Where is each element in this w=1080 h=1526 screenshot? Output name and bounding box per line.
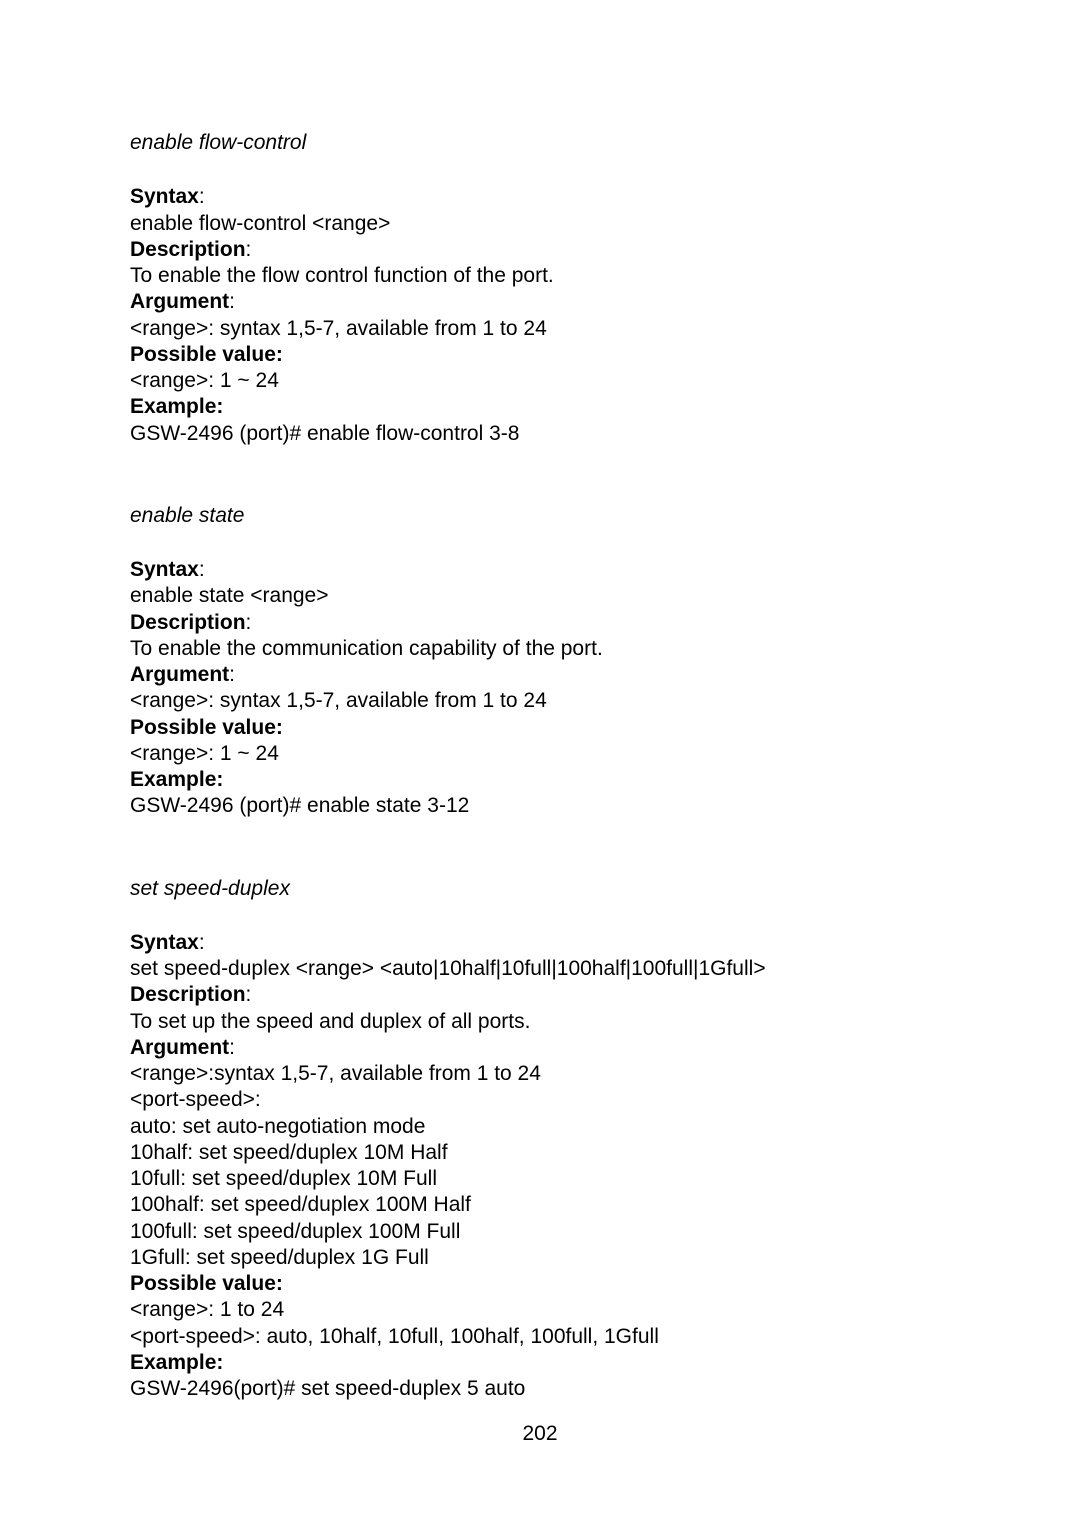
syntax-label: Syntax xyxy=(130,931,199,954)
example-line: GSW-2496 (port)# enable state 3-12 xyxy=(130,794,469,817)
example-label: Example: xyxy=(130,1351,223,1374)
possible-label: Possible value: xyxy=(130,343,283,366)
argument-line: <range>:syntax 1,5-7, available from 1 t… xyxy=(130,1062,541,1085)
description-text: To enable the flow control function of t… xyxy=(130,264,554,287)
colon: : xyxy=(199,185,205,208)
colon: : xyxy=(246,238,252,261)
description-label: Description xyxy=(130,611,246,634)
section-body: Syntax: set speed-duplex <range> <auto|1… xyxy=(130,930,950,1403)
description-text: To enable the communication capability o… xyxy=(130,637,603,660)
colon: : xyxy=(199,931,205,954)
argument-line: <range>: syntax 1,5-7, available from 1 … xyxy=(130,689,547,712)
possible-line: <range>: 1 to 24 xyxy=(130,1298,284,1321)
possible-label: Possible value: xyxy=(130,716,283,739)
description-label: Description xyxy=(130,238,246,261)
page-content: enable flow-control Syntax: enable flow-… xyxy=(0,0,1080,1402)
argument-line: 100half: set speed/duplex 100M Half xyxy=(130,1193,471,1216)
possible-label: Possible value: xyxy=(130,1272,283,1295)
section-title: set speed-duplex xyxy=(130,876,950,902)
argument-line: 10half: set speed/duplex 10M Half xyxy=(130,1141,448,1164)
syntax-text: enable state <range> xyxy=(130,584,329,607)
example-line: GSW-2496(port)# set speed-duplex 5 auto xyxy=(130,1377,525,1400)
syntax-text: enable flow-control <range> xyxy=(130,212,390,235)
colon: : xyxy=(229,663,235,686)
possible-line: <range>: 1 ~ 24 xyxy=(130,369,279,392)
section-title: enable state xyxy=(130,503,950,529)
colon: : xyxy=(229,290,235,313)
syntax-text: set speed-duplex <range> <auto|10half|10… xyxy=(130,957,766,980)
syntax-label: Syntax xyxy=(130,558,199,581)
syntax-label: Syntax xyxy=(130,185,199,208)
argument-line: <port-speed>: xyxy=(130,1088,261,1111)
argument-line: 10full: set speed/duplex 10M Full xyxy=(130,1167,437,1190)
example-label: Example: xyxy=(130,395,223,418)
argument-line: auto: set auto-negotiation mode xyxy=(130,1115,425,1138)
argument-label: Argument xyxy=(130,1036,229,1059)
possible-line: <port-speed>: auto, 10half, 10full, 100h… xyxy=(130,1325,659,1348)
argument-line: <range>: syntax 1,5-7, available from 1 … xyxy=(130,317,547,340)
description-text: To set up the speed and duplex of all po… xyxy=(130,1010,530,1033)
argument-label: Argument xyxy=(130,663,229,686)
example-label: Example: xyxy=(130,768,223,791)
possible-line: <range>: 1 ~ 24 xyxy=(130,742,279,765)
argument-line: 100full: set speed/duplex 100M Full xyxy=(130,1220,460,1243)
section-title: enable flow-control xyxy=(130,130,950,156)
description-label: Description xyxy=(130,983,246,1006)
colon: : xyxy=(199,558,205,581)
colon: : xyxy=(229,1036,235,1059)
section-body: Syntax: enable flow-control <range> Desc… xyxy=(130,184,950,447)
section-body: Syntax: enable state <range> Description… xyxy=(130,557,950,820)
argument-line: 1Gfull: set speed/duplex 1G Full xyxy=(130,1246,429,1269)
page-number: 202 xyxy=(0,1422,1080,1446)
colon: : xyxy=(246,983,252,1006)
example-line: GSW-2496 (port)# enable flow-control 3-8 xyxy=(130,422,519,445)
argument-label: Argument xyxy=(130,290,229,313)
colon: : xyxy=(246,611,252,634)
